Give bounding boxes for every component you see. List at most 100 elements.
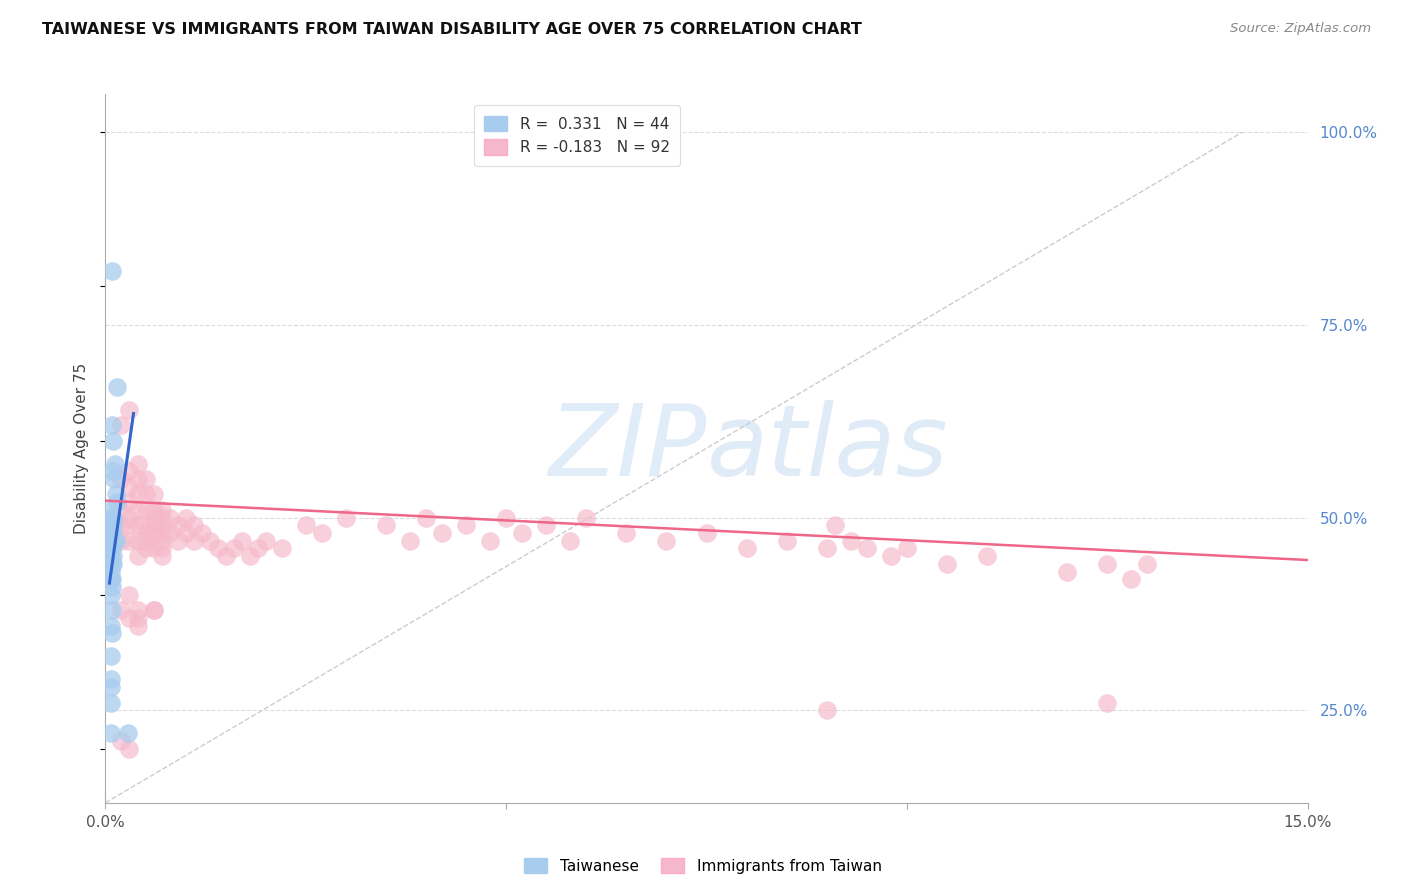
Point <box>101 572 124 586</box>
Point <box>100 680 122 694</box>
Point <box>1097 696 1119 710</box>
Point <box>150 503 173 517</box>
Point <box>135 526 157 541</box>
Point <box>101 510 124 524</box>
Point <box>101 518 124 533</box>
Text: TAIWANESE VS IMMIGRANTS FROM TAIWAN DISABILITY AGE OVER 75 CORRELATION CHART: TAIWANESE VS IMMIGRANTS FROM TAIWAN DISA… <box>42 22 862 37</box>
Text: Source: ZipAtlas.com: Source: ZipAtlas.com <box>1230 22 1371 36</box>
Point <box>735 541 758 556</box>
Point <box>190 526 212 541</box>
Point <box>560 533 582 548</box>
Point <box>142 541 165 556</box>
Point <box>855 541 877 556</box>
Point <box>311 526 333 541</box>
Point <box>107 495 129 509</box>
Point <box>101 541 124 556</box>
Point <box>104 533 127 548</box>
Point <box>150 518 173 533</box>
Point <box>399 533 422 548</box>
Point <box>100 649 122 664</box>
Point <box>150 549 173 563</box>
Point <box>142 518 165 533</box>
Point <box>142 603 165 617</box>
Point <box>534 518 557 533</box>
Point <box>222 541 245 556</box>
Point <box>135 518 157 533</box>
Point <box>110 734 132 748</box>
Point <box>101 526 124 541</box>
Point <box>101 580 124 594</box>
Point <box>127 457 149 471</box>
Point <box>101 434 124 448</box>
Point <box>118 533 141 548</box>
Point <box>415 510 437 524</box>
Point <box>150 533 173 548</box>
Point <box>103 472 125 486</box>
Point <box>174 526 197 541</box>
Point <box>104 457 127 471</box>
Point <box>896 541 918 556</box>
Point <box>616 526 638 541</box>
Point <box>100 696 122 710</box>
Point <box>1121 572 1143 586</box>
Point <box>135 503 157 517</box>
Point <box>100 510 122 524</box>
Point <box>110 518 132 533</box>
Point <box>231 533 253 548</box>
Point <box>150 541 173 556</box>
Point <box>936 557 959 571</box>
Point <box>166 533 188 548</box>
Point <box>159 510 181 524</box>
Legend: R =  0.331   N = 44, R = -0.183   N = 92: R = 0.331 N = 44, R = -0.183 N = 92 <box>474 105 681 166</box>
Point <box>118 588 141 602</box>
Point <box>101 557 124 571</box>
Point <box>142 503 165 517</box>
Point <box>824 518 846 533</box>
Point <box>101 518 124 533</box>
Point <box>183 518 205 533</box>
Point <box>118 611 141 625</box>
Point <box>127 618 149 632</box>
Point <box>815 541 838 556</box>
Point <box>100 572 122 586</box>
Point <box>100 549 122 563</box>
Point <box>101 541 124 556</box>
Point <box>110 503 132 517</box>
Point <box>101 626 124 640</box>
Point <box>166 518 188 533</box>
Point <box>110 472 132 486</box>
Point <box>100 588 122 602</box>
Point <box>118 518 141 533</box>
Point <box>127 518 149 533</box>
Point <box>495 510 517 524</box>
Point <box>101 510 124 524</box>
Point <box>880 549 903 563</box>
Point <box>142 603 165 617</box>
Point <box>239 549 262 563</box>
Point <box>479 533 502 548</box>
Point <box>127 603 149 617</box>
Point <box>430 526 453 541</box>
Point <box>110 418 132 433</box>
Point <box>510 526 533 541</box>
Point <box>655 533 678 548</box>
Text: ZIP: ZIP <box>548 400 707 497</box>
Point <box>335 510 357 524</box>
Point <box>214 549 236 563</box>
Point <box>150 510 173 524</box>
Point <box>575 510 598 524</box>
Point <box>107 379 129 393</box>
Point <box>142 526 165 541</box>
Point <box>198 533 221 548</box>
Point <box>976 549 998 563</box>
Point <box>374 518 398 533</box>
Point <box>118 742 141 756</box>
Point <box>101 526 124 541</box>
Legend: Taiwanese, Immigrants from Taiwan: Taiwanese, Immigrants from Taiwan <box>519 852 887 880</box>
Point <box>135 541 157 556</box>
Point <box>100 726 122 740</box>
Point <box>174 510 197 524</box>
Point <box>246 541 269 556</box>
Point <box>127 503 149 517</box>
Point <box>159 526 181 541</box>
